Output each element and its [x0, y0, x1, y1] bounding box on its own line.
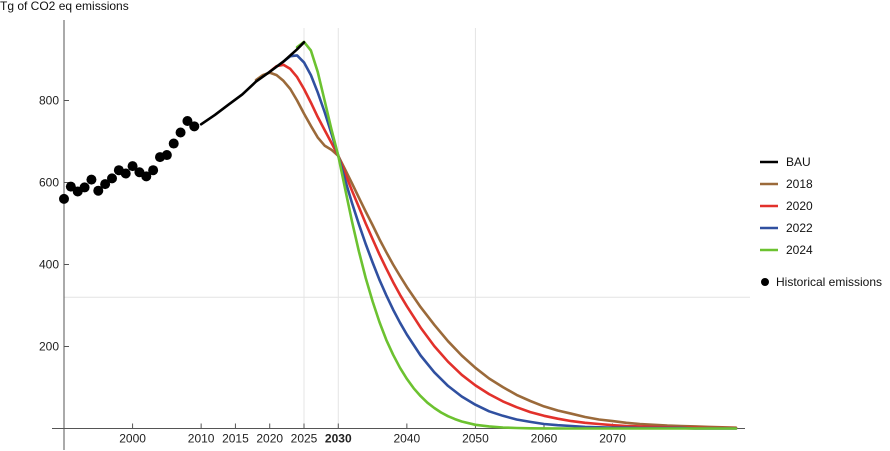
- legend-label: Historical emissions: [776, 275, 882, 289]
- legend-swatch-historical: [761, 278, 769, 286]
- historical-emission-point: [59, 193, 69, 204]
- series-line-bau: [199, 41, 306, 126]
- historical-emission-point: [182, 116, 193, 126]
- series-line-2020: [268, 63, 738, 430]
- legend-label: BAU: [786, 155, 811, 169]
- y-tick-label: 200: [39, 340, 59, 354]
- x-tick-label: 2000: [119, 432, 146, 446]
- legend: BAU 2018 2020 2022 2024 Historical emissions: [760, 155, 882, 289]
- x-tick-label: 2030: [325, 432, 352, 446]
- historical-emission-point: [141, 171, 152, 182]
- series-line-2022: [282, 54, 738, 430]
- series-line-2018: [254, 71, 738, 429]
- y-tick-label: 800: [39, 94, 59, 108]
- x-tick-label: 2020: [256, 432, 283, 446]
- historical-points: [59, 116, 200, 204]
- x-tick-label: 2040: [394, 432, 421, 446]
- historical-emission-point: [168, 138, 179, 149]
- legend-label: 2022: [786, 221, 813, 235]
- axes: 200 400 600 800 2000 2010 2015 2020 2025 2030 2040…: [39, 20, 745, 450]
- x-tick-label: 2050: [462, 432, 489, 446]
- historical-emission-point: [107, 173, 117, 184]
- grid-lines: [64, 28, 750, 429]
- historical-emission-point: [127, 161, 138, 172]
- legend-label: 2020: [786, 199, 813, 213]
- y-tick-label: 400: [39, 258, 59, 272]
- x-tick-label: 2060: [531, 432, 558, 446]
- y-axis-title: Tg of CO2 eq emissions: [0, 0, 129, 13]
- x-tick-label: 2025: [291, 432, 318, 446]
- x-tick-label: 2015: [222, 432, 249, 446]
- historical-emission-point: [189, 121, 200, 132]
- historical-emission-point: [120, 168, 131, 179]
- x-tick-label: 2070: [599, 432, 626, 446]
- historical-emission-point: [86, 174, 97, 185]
- historical-emission-point: [93, 185, 104, 196]
- x-tick-label: 2010: [188, 432, 215, 446]
- series-layer: [199, 40, 738, 430]
- y-tick-label: 600: [39, 176, 59, 190]
- historical-emission-point: [161, 150, 172, 161]
- series-line-2024: [295, 40, 738, 430]
- historical-emission-point: [175, 127, 186, 138]
- historical-emission-point: [79, 182, 90, 193]
- legend-label: 2018: [786, 177, 813, 191]
- historical-emission-point: [100, 179, 111, 190]
- historical-emission-point: [148, 165, 159, 176]
- legend-label: 2024: [786, 243, 813, 257]
